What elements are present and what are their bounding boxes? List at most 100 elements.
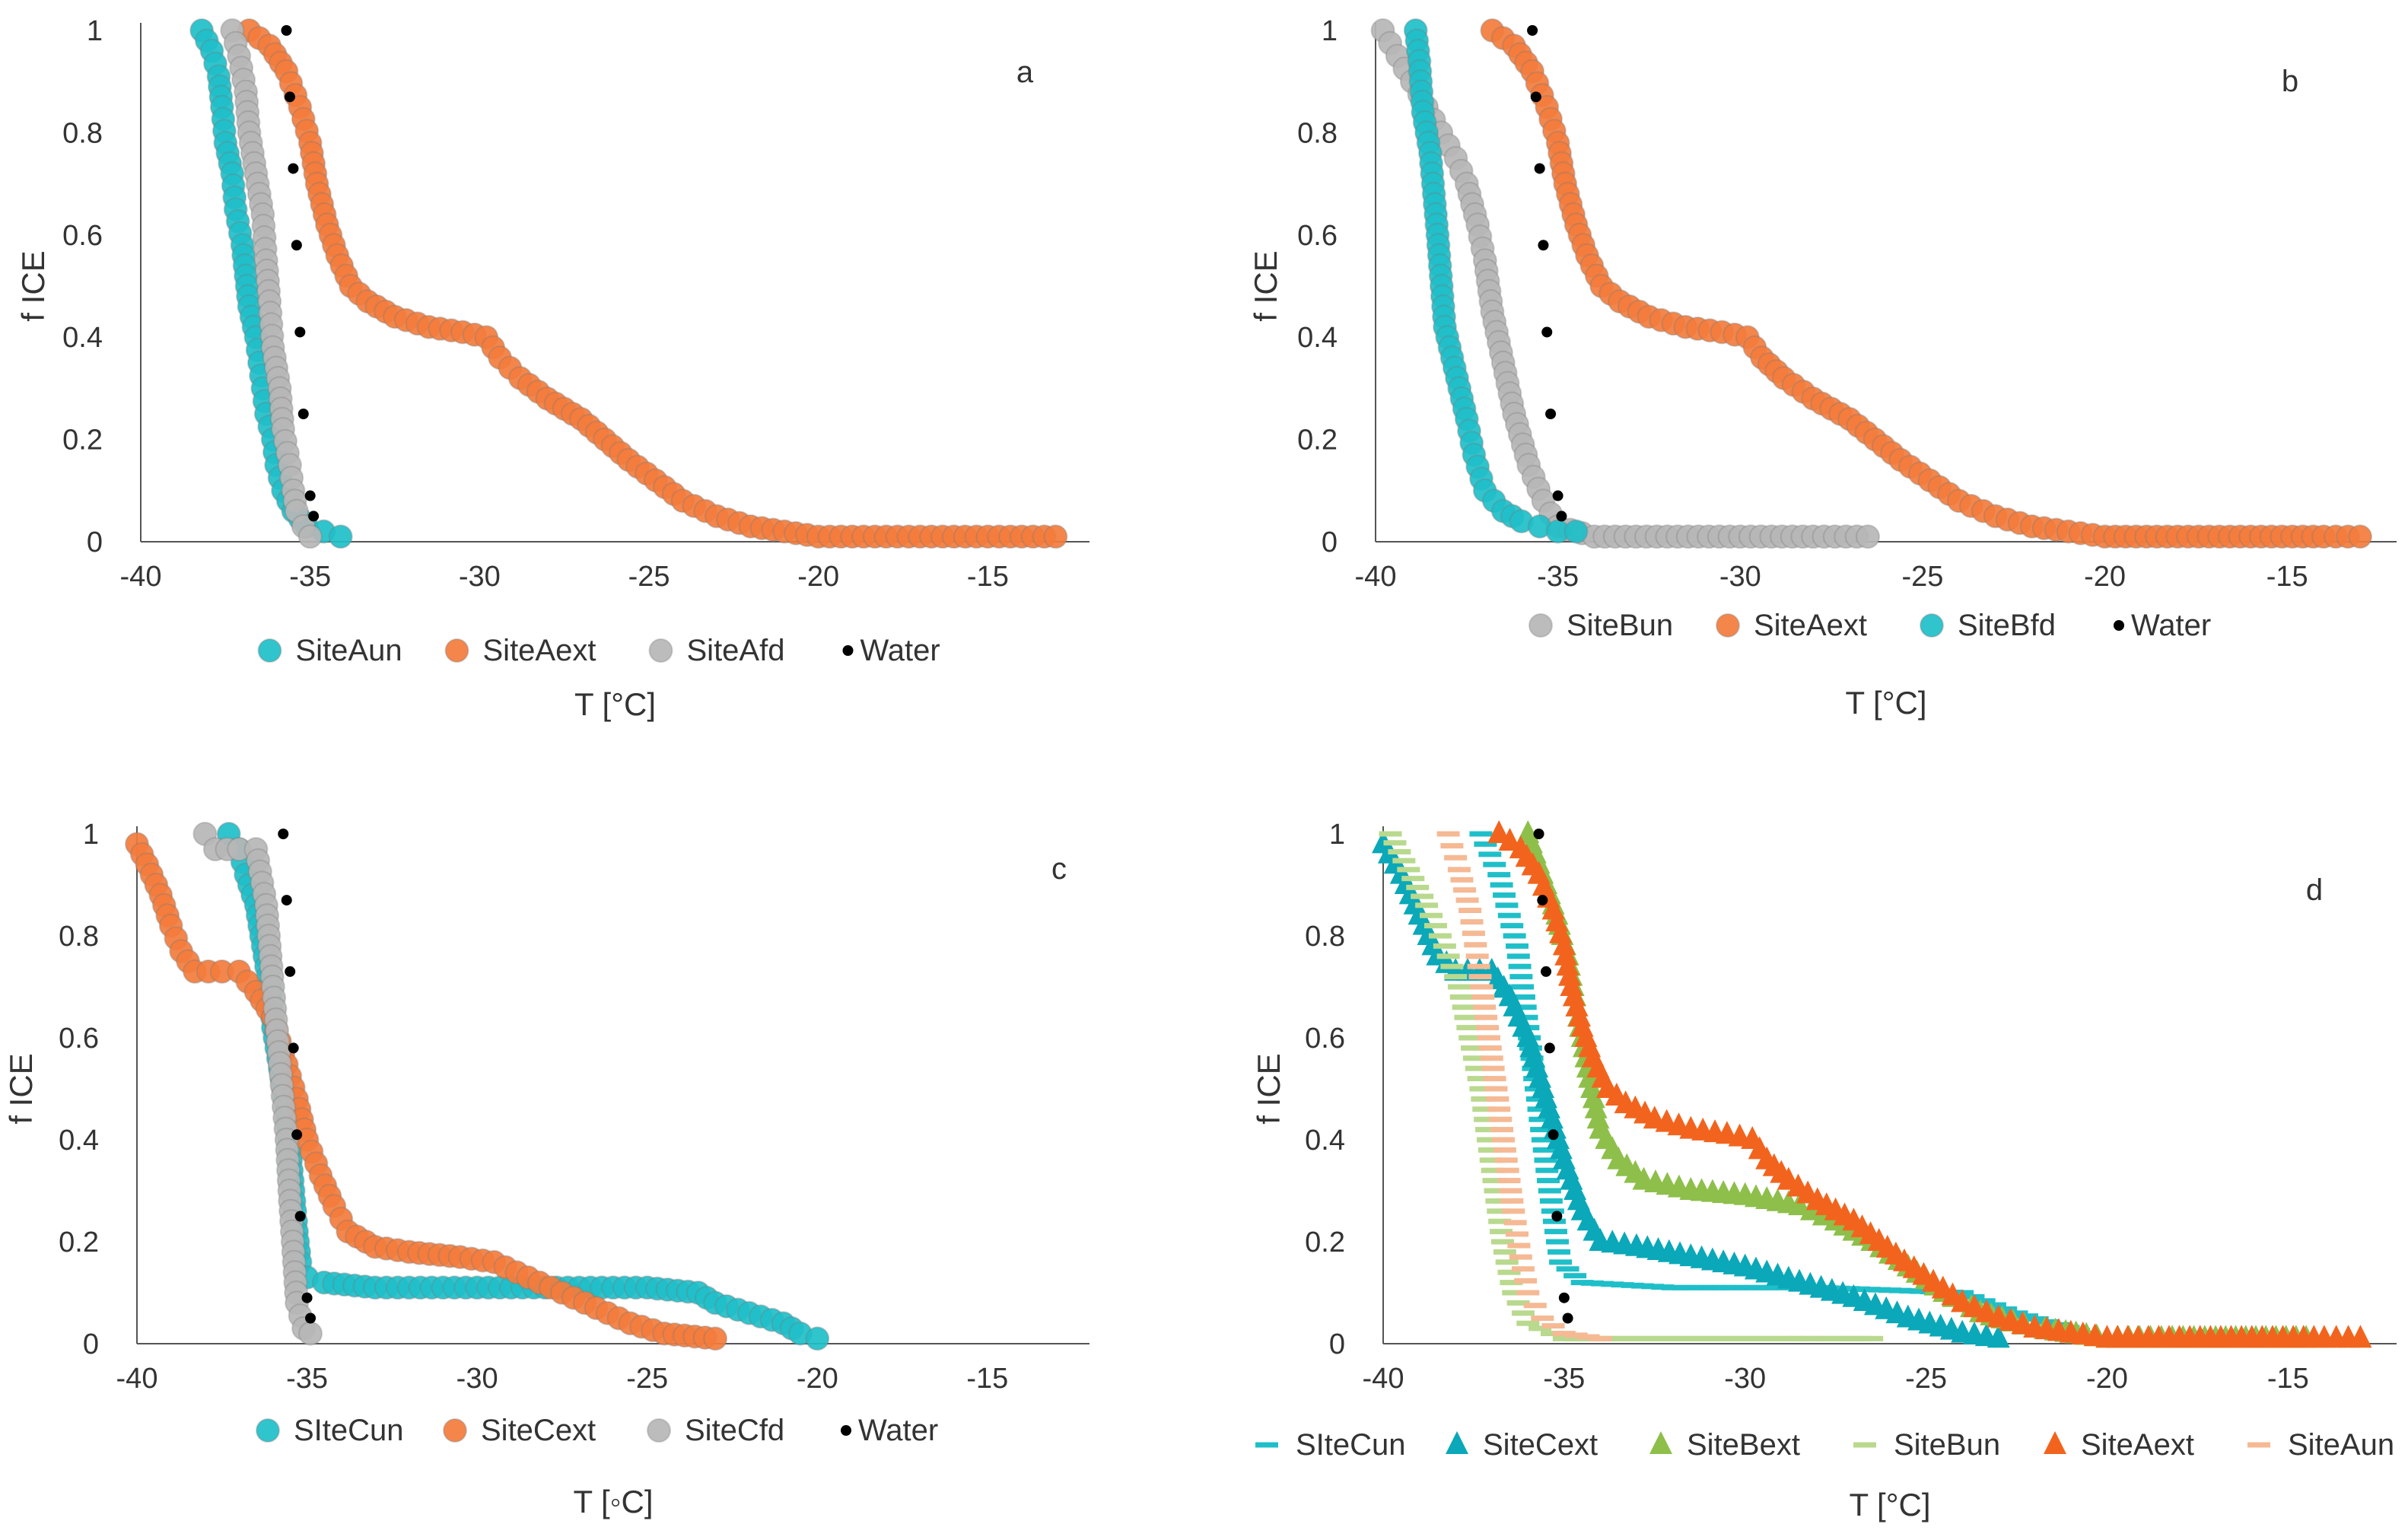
siteaext-point <box>1554 942 1578 966</box>
y-axis-label: f ICE <box>3 1053 39 1124</box>
sitecun-point <box>1528 1116 1552 1122</box>
legend: SiteAun SiteAext SiteAfd Water <box>257 634 940 667</box>
legend-water-marker <box>841 1425 851 1436</box>
siteaun-point <box>1458 908 1482 913</box>
water-point <box>285 966 296 977</box>
water-point <box>297 409 309 419</box>
y-axis-label: f ICE <box>1248 250 1284 321</box>
series-sitebfd <box>1403 18 1589 544</box>
sitebun-point <box>1472 1106 1496 1112</box>
water-point <box>1538 240 1549 251</box>
siteaun-point <box>1476 1025 1500 1031</box>
legend-label: SiteAun <box>2288 1428 2394 1462</box>
sitebun-point <box>1528 1325 1552 1332</box>
y-tick-label: 0.2 <box>62 425 103 457</box>
siteaun-point <box>1470 984 1493 990</box>
siteaext-point <box>1963 1294 1986 1318</box>
legend-item-sitebext: SiteBext <box>1649 1428 1800 1462</box>
x-tick-label: -20 <box>797 561 839 593</box>
series-water <box>281 25 320 522</box>
sitebfd-point <box>1563 519 1589 544</box>
sitebext-point <box>1586 1106 1610 1129</box>
sitebun-point <box>1420 912 1443 918</box>
sitebun-point <box>1462 1055 1486 1061</box>
x-tick-label: -30 <box>456 1363 498 1395</box>
siteaun-point <box>1491 1137 1515 1143</box>
sitecun-point <box>1506 943 1529 949</box>
sitecun-point <box>1983 1302 2006 1308</box>
sitecun-point <box>1508 963 1532 969</box>
water-point <box>1534 163 1545 174</box>
sitebun-point <box>1479 1157 1503 1163</box>
sitebun-point <box>1516 1320 1540 1326</box>
water-point <box>294 326 306 338</box>
legend-sitecext-marker <box>443 1418 467 1443</box>
siteaun-point <box>1474 1014 1498 1020</box>
sitecun-point <box>805 1326 830 1351</box>
x-axis-label: T [°C] <box>1849 1487 1930 1522</box>
sitecun-point <box>1527 1106 1551 1112</box>
sitecun-point <box>1544 1229 1567 1235</box>
sitebext-point <box>1582 1085 1605 1109</box>
legend-label: SiteCext <box>1483 1428 1598 1462</box>
legend-label: SiteCext <box>481 1414 596 1447</box>
x-tick-label: -35 <box>1543 1363 1585 1395</box>
water-point <box>1541 966 1552 977</box>
sitecun-point <box>1493 892 1516 898</box>
sitecun-point <box>2025 1316 2049 1322</box>
y-tick-label: 0.2 <box>1297 425 1338 457</box>
water-point <box>305 1312 317 1324</box>
x-tick-label: -20 <box>2086 1363 2128 1395</box>
sitebun-point <box>1497 1269 1521 1275</box>
sitebun-point <box>1454 1014 1478 1020</box>
series-water <box>278 829 317 1324</box>
water-point <box>288 163 299 174</box>
siteaun-point <box>328 524 353 549</box>
siteaun-point <box>1531 1316 1554 1321</box>
sitebun-point <box>1458 1035 1482 1041</box>
sitebun-point <box>1411 893 1434 899</box>
water-point <box>281 25 292 36</box>
water-point <box>1544 1042 1555 1054</box>
legend-item-water: Water <box>842 634 940 667</box>
siteaext-point <box>1487 820 1511 843</box>
y-tick-label: 0.4 <box>59 1125 99 1157</box>
legend-label: SiteAfd <box>687 634 785 667</box>
panel-b: -40 -35 -30 -25 -20 -15 0 0.2 0.4 0.6 0.8 1 f ICE T [… <box>1248 15 2397 721</box>
y-tick-label: 0 <box>83 1328 99 1360</box>
siteaun-point <box>1487 1106 1511 1112</box>
sitebun-point <box>1482 1178 1506 1184</box>
legend-label: SIteCun <box>1296 1428 1406 1462</box>
x-tick-label: -25 <box>628 561 670 593</box>
legend: SIteCun SiteCext SiteBext SiteBun SiteAext Si… <box>1255 1428 2394 1462</box>
siteaun-point <box>1589 1335 1612 1341</box>
x-tick-label: -15 <box>967 561 1009 593</box>
water-point <box>1537 895 1548 906</box>
siteaun-point <box>1447 867 1471 873</box>
water-point <box>1551 1211 1563 1222</box>
legend: SIteCun SiteCext SiteCfd Water <box>256 1414 938 1447</box>
x-tick-label: -20 <box>2084 561 2126 593</box>
siteaun-point <box>1478 1045 1502 1051</box>
sitecun-point <box>1487 872 1511 878</box>
sitebun-point <box>1449 994 1473 1000</box>
sitebun-point <box>1456 1025 1480 1031</box>
sitebun-point <box>1495 1259 1519 1265</box>
sitebun-point <box>1379 831 1402 837</box>
siteaun-point <box>1464 942 1487 948</box>
sitecun-point <box>1532 1147 1556 1153</box>
sitebun-point <box>1474 1116 1497 1122</box>
legend-water-marker <box>842 645 854 656</box>
sitebun-point <box>1490 1229 1513 1235</box>
panel-letter: b <box>2282 65 2298 98</box>
y-tick-label: 0.2 <box>59 1227 99 1258</box>
water-point <box>1548 1129 1559 1141</box>
sitecext-point <box>1987 1325 2010 1348</box>
x-tick-label: -30 <box>459 561 501 593</box>
siteaun-point <box>1564 1332 1588 1338</box>
sitebun-point <box>1415 902 1439 908</box>
legend-siteaext-marker <box>2044 1431 2066 1454</box>
x-tick-label: -35 <box>289 561 331 593</box>
sitebun-point <box>1487 1208 1510 1214</box>
sitecun-point <box>1495 902 1519 908</box>
